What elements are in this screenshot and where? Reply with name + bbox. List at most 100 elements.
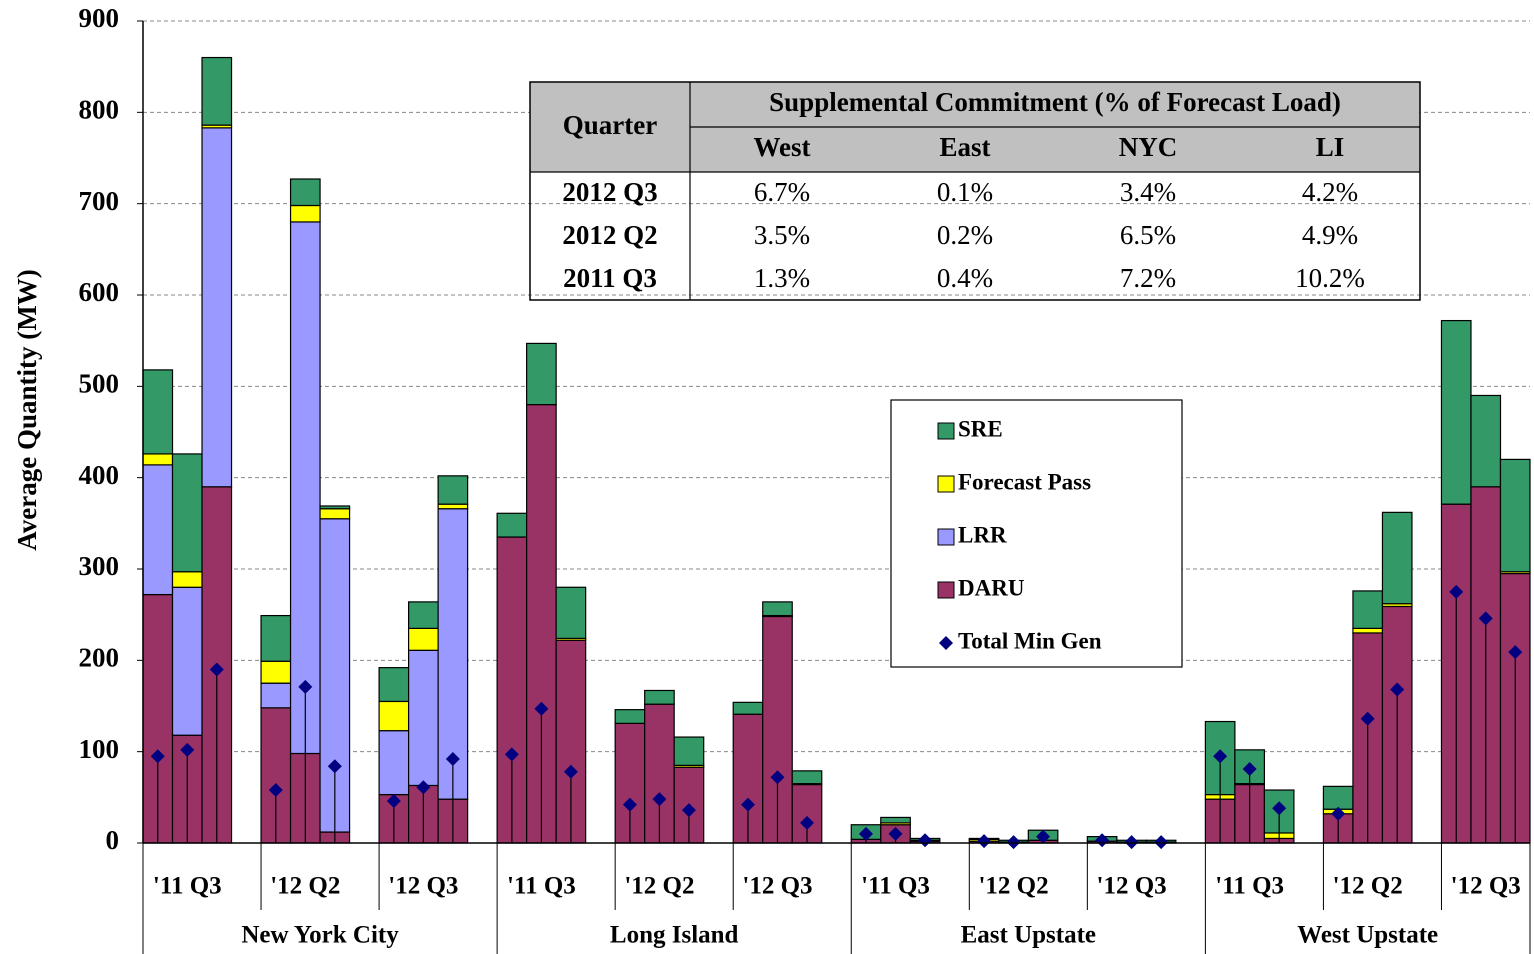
quarter-label: '12 Q3 bbox=[1451, 873, 1521, 900]
table-cell: 3.5% bbox=[754, 220, 810, 250]
legend-label: Forecast Pass bbox=[958, 469, 1091, 494]
table-cell: 6.5% bbox=[1120, 220, 1176, 250]
marker bbox=[209, 662, 224, 677]
table-cell: 7.2% bbox=[1120, 263, 1176, 293]
marker bbox=[888, 826, 903, 841]
marker bbox=[1095, 833, 1110, 848]
quarter-label: '12 Q2 bbox=[1333, 873, 1403, 900]
bar-segment bbox=[732, 701, 764, 715]
bar-segment bbox=[407, 627, 439, 651]
bar-segment bbox=[762, 601, 793, 617]
bar-segment bbox=[1352, 590, 1384, 629]
marker bbox=[1272, 801, 1287, 816]
table-cell: 4.9% bbox=[1302, 220, 1358, 250]
table-cell: 0.2% bbox=[937, 220, 993, 250]
table-cell: 6.7% bbox=[754, 177, 810, 207]
bar-segment bbox=[673, 736, 705, 766]
table: Quarter Supplemental Commitment (% of For… bbox=[529, 81, 1421, 301]
table-column-header: NYC bbox=[1119, 132, 1178, 162]
marker bbox=[1508, 645, 1523, 660]
marker bbox=[1449, 584, 1464, 599]
bar-segment bbox=[526, 342, 557, 406]
quarter-label: '12 Q2 bbox=[270, 873, 340, 900]
region-label: East Upstate bbox=[961, 922, 1096, 949]
bar-segment bbox=[555, 586, 587, 640]
y-tick-label: 800 bbox=[79, 95, 120, 125]
y-tick-label: 300 bbox=[79, 551, 120, 581]
bar-segment bbox=[1440, 319, 1472, 505]
marker bbox=[681, 803, 696, 818]
bar-segment bbox=[1381, 511, 1413, 605]
bar-segment bbox=[644, 689, 675, 705]
marker bbox=[1154, 835, 1169, 850]
marker bbox=[298, 679, 313, 694]
bar-segment bbox=[437, 508, 469, 800]
table-column-header: West bbox=[754, 132, 811, 162]
bar-segment bbox=[1470, 394, 1502, 488]
bar-segment bbox=[201, 56, 233, 126]
marker bbox=[859, 826, 874, 841]
legend-label: SRE bbox=[958, 416, 1003, 441]
legend: SRE Forecast Pass LRR DARU Total Min Gen bbox=[890, 399, 1183, 668]
marker bbox=[327, 759, 342, 774]
bar-segment bbox=[614, 709, 646, 724]
marker bbox=[268, 783, 283, 798]
table-row-label: 2012 Q3 bbox=[562, 177, 657, 207]
y-tick-label: 900 bbox=[79, 3, 120, 33]
bar-segment bbox=[171, 586, 203, 736]
marker bbox=[445, 751, 460, 766]
bar-segment bbox=[496, 536, 528, 844]
bar-segment bbox=[289, 221, 321, 755]
marker bbox=[1213, 749, 1228, 764]
legend-marker bbox=[939, 636, 953, 650]
bar-segment bbox=[1352, 627, 1384, 634]
marker bbox=[918, 833, 933, 848]
marker bbox=[386, 793, 401, 808]
marker bbox=[622, 797, 637, 812]
y-tick-label: 200 bbox=[79, 643, 120, 673]
legend-label: DARU bbox=[958, 575, 1025, 600]
bar-segment bbox=[880, 816, 911, 824]
region-label: Long Island bbox=[610, 922, 739, 949]
marker bbox=[1036, 829, 1051, 844]
bar-segment bbox=[289, 178, 321, 207]
legend-swatch bbox=[937, 528, 955, 546]
marker bbox=[652, 792, 667, 807]
region-label: New York City bbox=[241, 922, 399, 949]
y-tick-label: 600 bbox=[79, 277, 120, 307]
legend-swatch bbox=[937, 422, 955, 440]
region-label: West Upstate bbox=[1297, 922, 1438, 949]
bar-segment bbox=[289, 204, 321, 223]
bar-segment bbox=[791, 770, 823, 785]
bar-segment bbox=[142, 464, 174, 596]
y-axis-title: Average Quantity (MW) bbox=[12, 269, 42, 550]
quarter-label: '12 Q3 bbox=[1097, 873, 1167, 900]
marker bbox=[416, 780, 431, 795]
bar-segment bbox=[142, 369, 174, 455]
table-cell: 0.1% bbox=[937, 177, 993, 207]
bar-segment bbox=[319, 505, 351, 510]
table-border bbox=[529, 81, 1421, 301]
marker bbox=[1242, 762, 1257, 777]
marker bbox=[180, 742, 195, 757]
bar-segment bbox=[260, 682, 292, 709]
bar-segment bbox=[1322, 785, 1354, 810]
quarter-label: '11 Q3 bbox=[861, 873, 930, 900]
table-column-header: LI bbox=[1316, 132, 1345, 162]
marker bbox=[770, 770, 785, 785]
marker bbox=[1124, 835, 1139, 850]
legend-box bbox=[890, 399, 1183, 668]
bar-segment bbox=[171, 571, 203, 588]
quarter-label: '12 Q2 bbox=[978, 873, 1048, 900]
marker bbox=[799, 815, 814, 830]
bar-segment bbox=[142, 453, 174, 466]
legend-label: LRR bbox=[958, 522, 1007, 547]
marker bbox=[1006, 835, 1021, 850]
bar-segment bbox=[378, 730, 410, 796]
table-column-header: East bbox=[939, 132, 990, 162]
table-row-label: 2011 Q3 bbox=[563, 263, 657, 293]
quarter-label: '12 Q3 bbox=[742, 873, 812, 900]
bar-segment bbox=[260, 660, 292, 684]
legend-swatch bbox=[937, 581, 955, 599]
